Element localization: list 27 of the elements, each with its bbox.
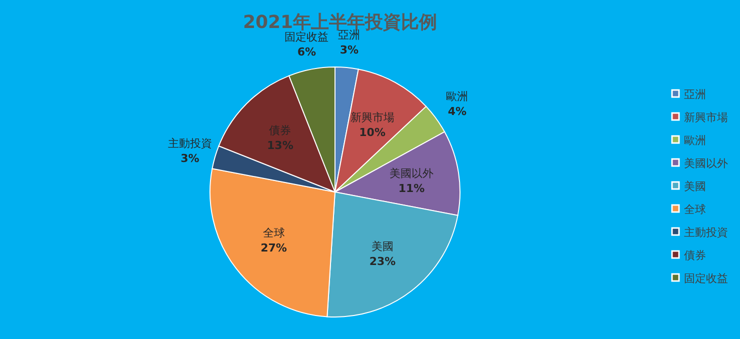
data-label: 13% bbox=[267, 139, 294, 152]
slice-label: 主動投資 bbox=[168, 136, 212, 150]
data-label: 10% bbox=[359, 126, 386, 140]
slice-label: 全球 bbox=[262, 226, 285, 240]
legend-label: 新興市場 bbox=[684, 111, 728, 124]
legend-label: 債券 bbox=[684, 249, 706, 262]
slice-label: 債券 bbox=[269, 124, 292, 138]
slice-label: 新興市場 bbox=[350, 111, 394, 124]
legend-label: 全球 bbox=[684, 203, 706, 216]
legend-label: 固定收益 bbox=[684, 272, 728, 285]
data-label: 6% bbox=[297, 46, 316, 59]
legend-label: 美國以外 bbox=[684, 157, 728, 170]
data-label: 3% bbox=[180, 152, 200, 165]
data-label: 27% bbox=[260, 242, 287, 254]
slice-label: 美國以外 bbox=[390, 166, 434, 180]
legend-label: 美國 bbox=[684, 180, 706, 193]
slice-label: 固定收益 bbox=[284, 30, 329, 44]
legend-label: 主動投資 bbox=[684, 226, 728, 239]
data-label: 3% bbox=[340, 44, 359, 57]
data-label: 11% bbox=[398, 182, 425, 195]
legend-label: 亞洲 bbox=[684, 88, 706, 101]
legend-label: 歐洲 bbox=[684, 134, 706, 147]
data-label: 23% bbox=[369, 255, 396, 268]
slice-label: 美國 bbox=[372, 240, 394, 254]
slice-label: 歐洲 bbox=[446, 90, 468, 104]
slice-label: 亞洲 bbox=[338, 28, 360, 42]
data-label: 4% bbox=[448, 105, 467, 118]
